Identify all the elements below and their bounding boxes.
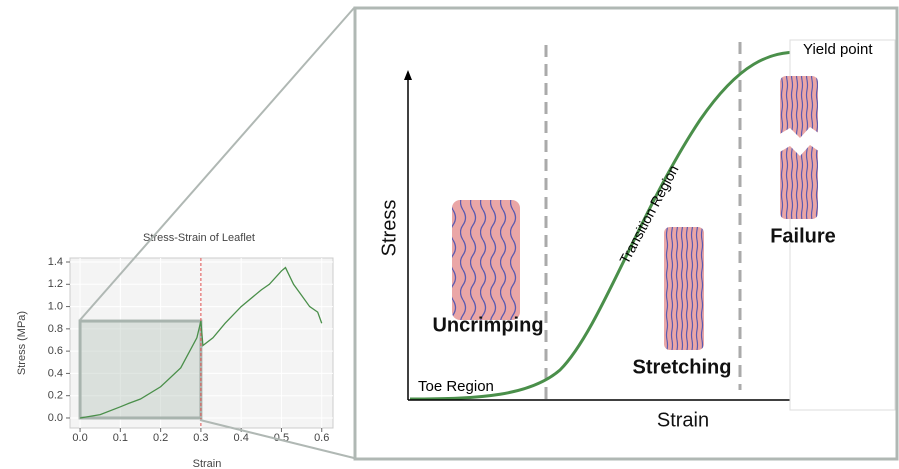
y-label: Stress (MPa) — [16, 311, 28, 375]
y-tick-label: 0.6 — [48, 345, 63, 357]
chart-title: Stress-Strain of Leaflet — [143, 232, 255, 244]
x-tick-label: 0.1 — [113, 432, 128, 444]
label: Yield point — [803, 41, 873, 58]
y-tick-label: 1.0 — [48, 300, 63, 312]
x-tick-label: 0.3 — [193, 432, 208, 444]
axis-label: Strain — [657, 409, 709, 431]
label: Failure — [770, 225, 836, 247]
y-tick-label: 1.4 — [48, 256, 63, 268]
x-tick-label: 0.4 — [234, 432, 249, 444]
y-tick-label: 0.0 — [48, 412, 63, 424]
x-tick-label: 0.2 — [153, 432, 168, 444]
plot: Stress-Strain of Leaflet Strain Stress (… — [16, 232, 333, 469]
figure: Stress-Strain of Leaflet Strain Stress (… — [0, 0, 899, 469]
label: Stretching — [633, 356, 732, 378]
fiber — [452, 200, 520, 320]
axis-label: Stress — [378, 200, 400, 257]
highlight — [80, 321, 201, 418]
label: Toe Region — [418, 378, 494, 395]
y-tick-label: 0.4 — [48, 367, 63, 379]
x-label: Strain — [193, 458, 222, 469]
y-tick-label: 0.2 — [48, 390, 63, 402]
y-tick-label: 1.2 — [48, 278, 63, 290]
label: Uncrimping — [432, 314, 543, 336]
y-tick-label: 0.8 — [48, 323, 63, 335]
x-tick-label: 0.6 — [314, 432, 329, 444]
x-tick-label: 0.0 — [72, 432, 87, 444]
fiber — [664, 227, 704, 350]
